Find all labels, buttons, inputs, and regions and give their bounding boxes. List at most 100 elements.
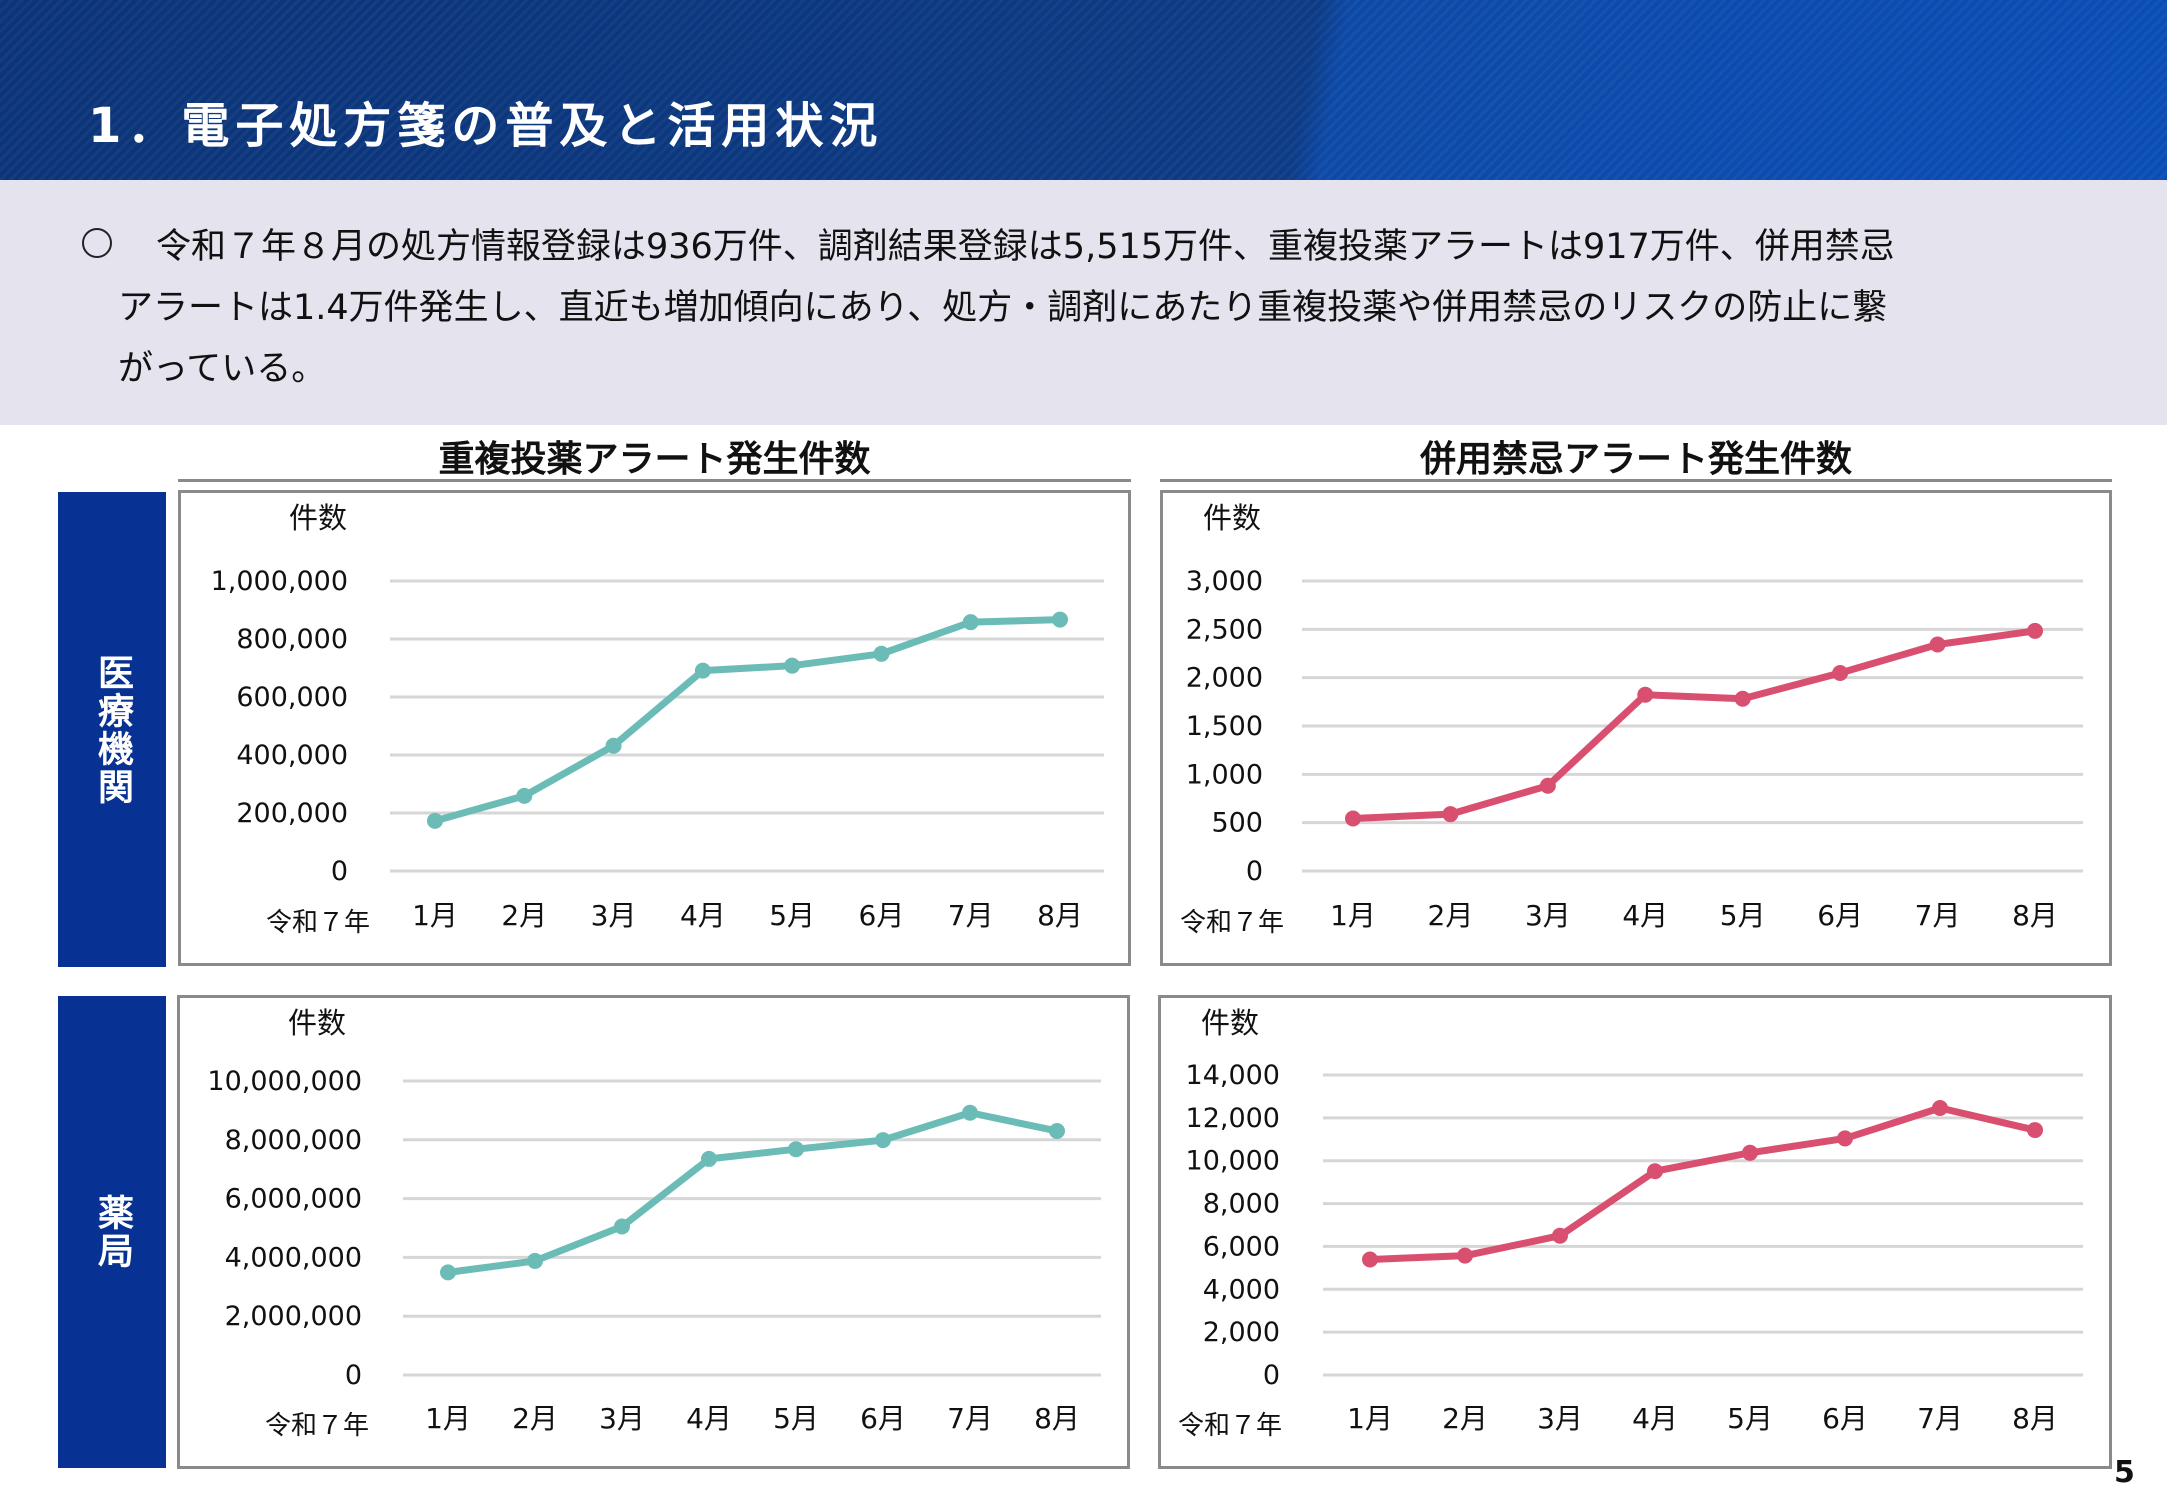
- column-title-contraindication: 併用禁忌アラート発生件数: [1419, 439, 1852, 480]
- y-tick-label: 600,000: [236, 682, 348, 713]
- y-tick-label: 4,000: [1203, 1274, 1280, 1305]
- data-point: [784, 657, 801, 674]
- y-tick-label: 400,000: [236, 740, 348, 771]
- x-tick-label: 4月: [680, 899, 726, 932]
- x-tick-label: 8月: [2012, 1402, 2058, 1435]
- series-line: [1369, 1104, 2036, 1263]
- y-tick-label: 1,000,000: [211, 566, 348, 597]
- circle-bullet-icon: [82, 228, 112, 258]
- data-point: [788, 1141, 804, 1158]
- x-tick-label: 1月: [1347, 1402, 1393, 1435]
- chart-duplicate-pharmacy: 0 2,000,000 4,000,000 6,000,000 8,000,000 10,…: [177, 995, 1130, 1469]
- chart-contraindication-pharmacy: 0 2,000 4,000 6,000 8,000 10,000 12,000 14,000 件…: [1158, 995, 2112, 1469]
- data-point: [614, 1218, 630, 1235]
- y-tick-label: 0: [345, 1360, 362, 1391]
- data-point: [1832, 665, 1849, 682]
- x-tick-label: 5月: [1720, 899, 1766, 932]
- x-tick-label: 6月: [860, 1402, 906, 1435]
- x-tick-label: 6月: [1817, 899, 1863, 932]
- y-tick-label: 8,000: [1203, 1189, 1280, 1220]
- data-point: [1345, 810, 1361, 827]
- x-tick-label: 1月: [1330, 899, 1376, 932]
- y-tick-label: 200,000: [236, 798, 348, 829]
- y-tick-label: 4,000,000: [225, 1242, 362, 1273]
- line-chart-svg: 0 200,000 400,000 600,000 800,000 1,000,000 件数…: [211, 501, 1104, 938]
- data-point: [1457, 1247, 1473, 1264]
- data-point: [962, 614, 979, 631]
- line-chart-svg: 0 2,000,000 4,000,000 6,000,000 8,000,000 10,…: [207, 1006, 1101, 1441]
- y-tick-label: 0: [1263, 1360, 1280, 1391]
- y-tick-label: 2,000: [1203, 1317, 1280, 1348]
- y-tick-label: 0: [1246, 856, 1263, 887]
- row-label-pharmacy: 薬局: [58, 996, 166, 1468]
- x-tick-label: 7月: [947, 1402, 993, 1435]
- line-chart-svg: 0 2,000 4,000 6,000 8,000 10,000 12,000 14,000 件…: [1178, 1006, 2083, 1441]
- summary-band: [0, 180, 2167, 425]
- y-tick-label: 6,000: [1203, 1231, 1280, 1262]
- y-tick-label: 10,000: [1186, 1146, 1280, 1177]
- x-tick-label: 4月: [686, 1402, 732, 1435]
- column-title-underline: [1160, 479, 2112, 482]
- y-axis-label: 件数: [289, 501, 347, 535]
- x-axis-label: 令和７年: [265, 1411, 369, 1441]
- data-point: [605, 737, 622, 754]
- chart-duplicate-medical: 0 200,000 400,000 600,000 800,000 1,000,000 件数…: [178, 490, 1131, 966]
- y-tick-label: 10,000,000: [207, 1066, 362, 1097]
- summary-line: がっている。: [118, 349, 327, 389]
- x-tick-label: 1月: [425, 1402, 471, 1435]
- data-point: [873, 645, 890, 662]
- data-point: [1049, 1122, 1065, 1139]
- y-axis-label: 件数: [1203, 501, 1261, 535]
- x-tick-label: 8月: [1034, 1402, 1080, 1435]
- y-tick-label: 0: [331, 856, 348, 887]
- x-tick-label: 3月: [1525, 899, 1571, 932]
- data-point: [516, 787, 533, 804]
- x-tick-label: 2月: [1428, 899, 1474, 932]
- x-tick-label: 2月: [512, 1402, 558, 1435]
- data-point: [1734, 690, 1751, 707]
- y-tick-label: 2,500: [1186, 614, 1263, 645]
- data-point: [1932, 1100, 1948, 1116]
- data-point: [875, 1132, 891, 1149]
- x-axis-label: 令和７年: [1178, 1411, 1282, 1441]
- column-title-duplicate: 重複投薬アラート発生件数: [438, 439, 871, 480]
- x-tick-label: 6月: [859, 899, 905, 932]
- x-tick-label: 1月: [412, 899, 458, 932]
- x-tick-label: 5月: [773, 1402, 819, 1435]
- x-tick-label: 2月: [501, 899, 547, 932]
- x-tick-label: 7月: [1915, 899, 1961, 932]
- data-point: [1742, 1144, 1758, 1161]
- data-point: [2027, 622, 2043, 639]
- y-tick-label: 500: [1211, 808, 1263, 839]
- x-tick-label: 8月: [2012, 899, 2058, 932]
- y-tick-label: 3,000: [1186, 566, 1263, 597]
- data-point: [962, 1104, 978, 1121]
- y-tick-label: 12,000: [1186, 1103, 1280, 1134]
- x-tick-label: 3月: [1537, 1402, 1583, 1435]
- row-label-medical-institution: 医療機関: [58, 492, 166, 967]
- header-banner: 1．電子処方箋の普及と活用状況: [0, 0, 2167, 180]
- x-axis-label: 令和７年: [1180, 908, 1284, 938]
- x-tick-label: 5月: [1727, 1402, 1773, 1435]
- data-point: [1052, 611, 1068, 628]
- x-axis-label: 令和７年: [266, 908, 370, 938]
- data-point: [427, 812, 443, 829]
- x-tick-label: 7月: [1917, 1402, 1963, 1435]
- summary-line: 令和７年８月の処方情報登録は936万件、調剤結果登録は5,515万件、重複投薬ア…: [156, 227, 1895, 267]
- y-tick-label: 2,000: [1186, 663, 1263, 694]
- series-line: [434, 616, 1061, 825]
- data-point: [1442, 806, 1459, 823]
- x-tick-label: 4月: [1622, 899, 1668, 932]
- y-tick-label: 14,000: [1186, 1060, 1280, 1091]
- x-tick-label: 3月: [591, 899, 637, 932]
- page-number: 5: [2114, 1455, 2135, 1490]
- data-point: [440, 1264, 456, 1281]
- x-tick-label: 4月: [1632, 1402, 1678, 1435]
- x-tick-label: 3月: [599, 1402, 645, 1435]
- data-point: [1647, 1163, 1663, 1180]
- x-tick-label: 2月: [1442, 1402, 1488, 1435]
- x-tick-label: 7月: [948, 899, 994, 932]
- data-point: [2027, 1122, 2043, 1139]
- y-tick-label: 6,000,000: [225, 1184, 362, 1215]
